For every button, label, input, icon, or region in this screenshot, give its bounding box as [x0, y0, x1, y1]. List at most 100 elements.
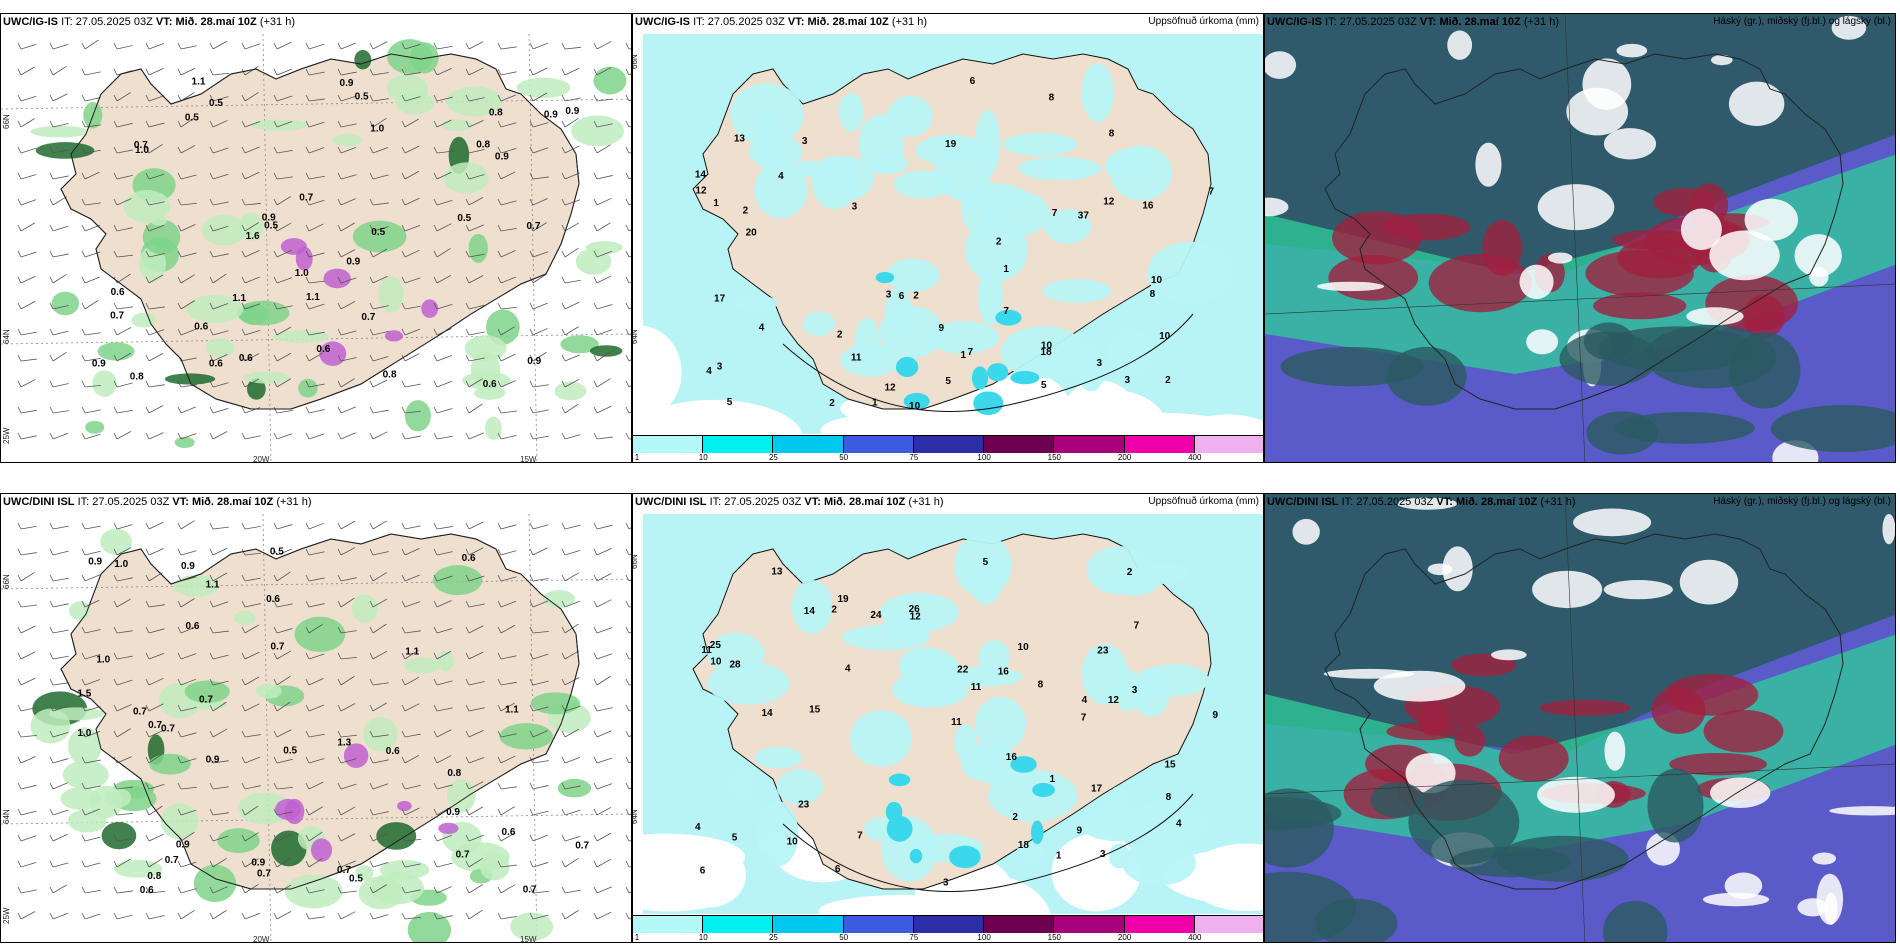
wind-value-label: 0.6 [316, 344, 330, 355]
precip-value-label: 23 [798, 799, 810, 810]
precip-value-label: 11 [701, 645, 712, 656]
precip-value-label: 4 [706, 366, 712, 377]
wind-value-label: 1.0 [96, 654, 110, 665]
lead-time: (+31 h) [908, 496, 944, 508]
panel-title: UWC/DINI ISL IT: 27.05.2025 03Z VT: Mið.… [635, 496, 944, 508]
precip-value-label: 8 [1109, 128, 1115, 139]
vt-label: VT: [172, 496, 189, 508]
model-name: UWC/IG-IS [3, 16, 58, 28]
precip-value-label: 1 [713, 198, 719, 209]
wind-value-label: 1.0 [135, 145, 149, 156]
wind-value-label: 0.7 [523, 884, 537, 895]
precip-value-label: 8 [1150, 289, 1156, 300]
colorbar-segment [703, 436, 774, 453]
wind-value-label: 0.7 [199, 695, 213, 706]
colorbar-segment [633, 916, 704, 933]
lat-label-64: 64N [632, 329, 639, 344]
panel-precip-top[interactable]: 3 1 2 3 4 10 4 5 6 7 11 3 8 2 10 12 8 5 7 19 18 37 10 17 12 14 1 3 2… [632, 13, 1264, 463]
precip-value-label: 8 [1166, 792, 1172, 803]
panel-title: UWC/IG-IS IT: 27.05.2025 03Z VT: Mið. 28… [3, 16, 295, 28]
model-name: UWC/IG-IS [1267, 16, 1322, 28]
vt-label: VT: [155, 16, 173, 28]
vt-label: VT: [1436, 496, 1453, 508]
precip-value-label: 3 [1125, 375, 1131, 386]
precip-value-label: 2 [1127, 567, 1133, 578]
wind-value-label: 0.9 [544, 109, 558, 120]
precip-value-label: 16 [1142, 200, 1154, 211]
panel-wind-top[interactable]: 0.5 0.7 0.5 0.6 0.7 1.0 0.5 0.6 1.1 0.9 0.8 0.5 0.7 0… [0, 13, 632, 463]
colorbar-tick-label: 150 [1047, 453, 1062, 462]
vt-value: Mið. 28.maí 10Z [175, 16, 257, 28]
precip-value-label: 8 [1049, 92, 1055, 103]
precip-value-label: 26 [909, 604, 921, 615]
precip-value-label: 1 [960, 350, 966, 361]
lat-label-66: 66N [632, 54, 639, 69]
precip-value-label: 3 [802, 136, 808, 147]
precip-value-label: 14 [695, 169, 707, 180]
precip-value-label: 9 [1212, 710, 1218, 721]
precip-value-label: 9 [938, 323, 944, 334]
panel-cloud-bottom[interactable]: UWC/DINI ISL IT: 27.05.2025 03Z VT: Mið.… [1264, 493, 1896, 943]
precip-value-label: 6 [835, 864, 841, 875]
model-name: UWC/DINI ISL [635, 496, 707, 508]
lat-label-64: 64N [2, 329, 11, 344]
wind-value-label: 1.5 [77, 689, 91, 700]
precip-value-label: 19 [837, 594, 849, 605]
wind-value-label: 0.5 [185, 112, 199, 123]
precip-value-label: 1 [872, 398, 878, 409]
precip-value-label: 10 [1018, 642, 1030, 653]
panel-title: UWC/IG-IS IT: 27.05.2025 03Z VT: Mið. 28… [635, 16, 927, 28]
colorbar-tick-label: 10 [698, 933, 708, 942]
vt-value: Mið. 28.maí 10Z [823, 496, 906, 508]
precip-value-label: 12 [884, 383, 896, 394]
colorbar-tick-label: 50 [839, 933, 849, 942]
precip-value-label: 4 [695, 822, 701, 833]
colorbar-ticks: 1 10 25 50 75 100 150 200 400 [633, 933, 1263, 942]
map-wind-top: 0.50.70.50.60.71.00.50.61.10.90.80.50.70… [1, 14, 631, 462]
it-label: IT: [709, 496, 722, 508]
precip-value-label: 17 [1091, 783, 1103, 794]
wind-value-label: 0.7 [299, 193, 313, 204]
precip-value-label: 11 [851, 353, 862, 364]
precip-value-label: 2 [829, 398, 835, 409]
precip-value-label: 13 [734, 133, 746, 144]
it-value: 27.05.2025 03Z [1339, 16, 1417, 28]
panel-wind-bottom[interactable]: 0.7 0.5 0.7 1.3 1.0 0.9 0.8 0.6 0.9 0.7 0.5 0.6 0.7 0… [0, 493, 632, 943]
precip-value-label: 24 [870, 610, 882, 621]
wind-value-label: 0.6 [239, 353, 253, 364]
wind-value-label: 0.7 [133, 706, 147, 717]
precip-value-label: 10 [710, 656, 722, 667]
wind-value-label: 0.5 [349, 874, 363, 885]
panel-precip-bottom[interactable]: 2 1 3 11 9 4 6 10 3 4 15 7 12 10 16 14 23 18 22 25 17 11 19 24 2… [632, 493, 1264, 943]
colorbar-tick-label: 25 [768, 453, 778, 462]
colorbar-ticks: 1 10 25 50 75 100 150 200 400 [633, 453, 1263, 462]
lat-label-64: 64N [2, 809, 11, 824]
precip-value-label: 2 [831, 604, 837, 615]
colorbar-tick-label: 50 [839, 453, 849, 462]
precip-value-label: 7 [1052, 208, 1058, 219]
wind-value-label: 0.5 [209, 98, 223, 109]
vt-label: VT: [1419, 16, 1437, 28]
precip-value-label: 12 [695, 185, 707, 196]
wind-value-label: 0.7 [134, 140, 148, 151]
wind-value-label: 0.6 [209, 359, 223, 370]
colorbar-segment [984, 916, 1055, 933]
precip-value-label: 3 [717, 362, 723, 373]
it-label: IT: [61, 16, 73, 28]
wind-value-label: 0.6 [140, 885, 154, 896]
panel-cloud-top[interactable]: UWC/IG-IS IT: 27.05.2025 03Z VT: Mið. 28… [1264, 13, 1896, 463]
precip-value-label: 1 [1003, 264, 1009, 275]
colorbar-segment [633, 436, 704, 453]
vt-value: Mið. 28.maí 10Z [807, 16, 889, 28]
precip-value-label: 37 [1078, 211, 1090, 222]
wind-value-label: 0.6 [462, 553, 476, 564]
wind-value-label: 1.1 [306, 292, 320, 303]
precip-value-label: 2 [996, 237, 1002, 248]
wind-value-label: 0.9 [262, 212, 276, 223]
precip-value-label: 10 [787, 836, 799, 847]
colorbar [633, 435, 1263, 453]
vt-label: VT: [787, 16, 805, 28]
lon-label-20: 20W [253, 455, 270, 463]
precip-value-label: 15 [1164, 760, 1176, 771]
wind-value-label: 0.5 [457, 213, 471, 224]
